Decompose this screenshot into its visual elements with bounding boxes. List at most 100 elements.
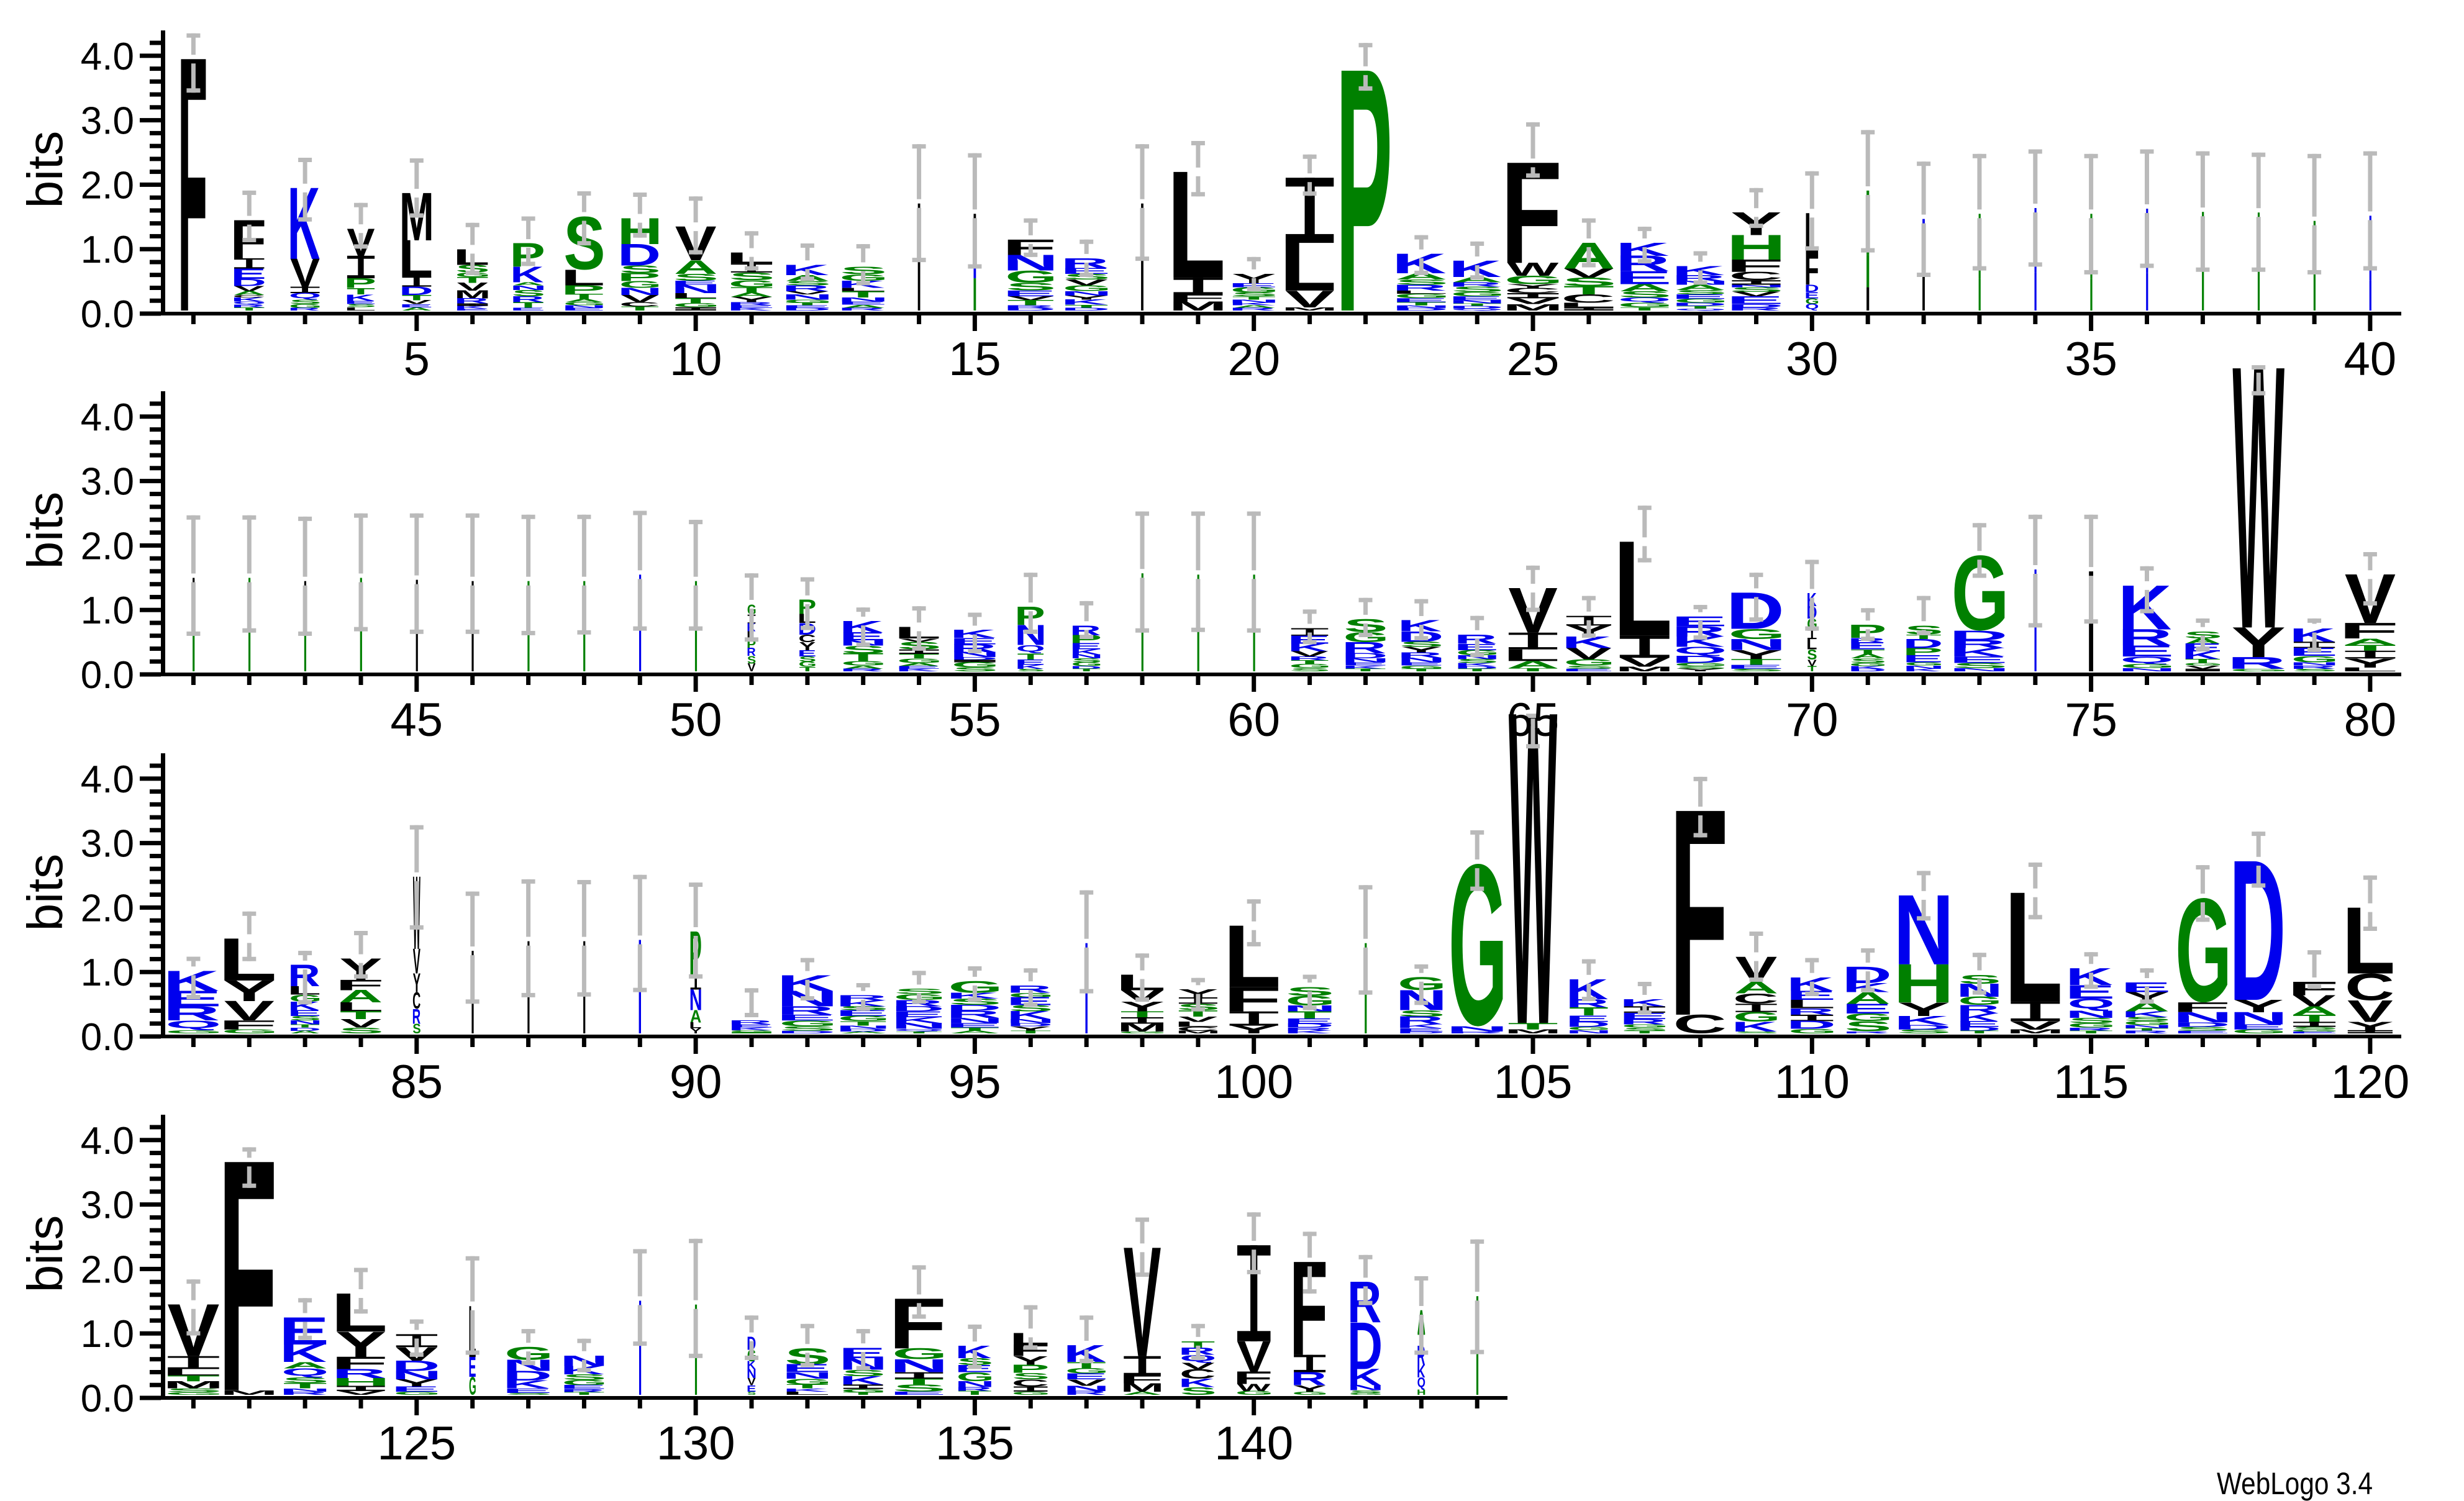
svg-text:0.0: 0.0 — [81, 293, 134, 336]
svg-text:C: C — [232, 294, 266, 299]
svg-text:K: K — [1848, 666, 1885, 670]
svg-text:T: T — [1181, 1340, 1216, 1350]
svg-text:T: T — [898, 653, 939, 660]
svg-text:N: N — [835, 1025, 891, 1030]
svg-text:M: M — [1117, 1022, 1168, 1034]
svg-text:C: C — [1180, 1366, 1216, 1382]
svg-text:G: G — [841, 660, 886, 666]
svg-text:G: G — [2183, 662, 2223, 666]
svg-text:N: N — [2117, 667, 2176, 672]
svg-text:N: N — [288, 1019, 322, 1025]
svg-text:T: T — [1620, 306, 1670, 311]
svg-text:S: S — [1562, 275, 1617, 288]
svg-text:K: K — [1454, 662, 1496, 667]
svg-text:G: G — [729, 1030, 775, 1033]
svg-text:S: S — [1457, 658, 1499, 664]
svg-text:85: 85 — [391, 1056, 443, 1109]
svg-text:T: T — [843, 1392, 884, 1396]
svg-text:E: E — [1565, 1014, 1611, 1024]
svg-text:P: P — [1010, 1363, 1050, 1375]
svg-text:V: V — [2010, 1018, 2060, 1032]
svg-text:R: R — [1392, 283, 1447, 292]
svg-text:R: R — [2118, 625, 2173, 651]
svg-text:K: K — [1894, 1013, 1949, 1028]
svg-text:5: 5 — [404, 333, 430, 386]
svg-text:0.0: 0.0 — [81, 1016, 134, 1059]
svg-text:R: R — [454, 297, 489, 305]
svg-text:E: E — [726, 304, 775, 309]
svg-text:N: N — [2289, 661, 2339, 666]
svg-text:S: S — [1016, 668, 1045, 673]
svg-text:T: T — [565, 292, 604, 301]
svg-text:R: R — [1288, 655, 1330, 661]
svg-text:E: E — [288, 1009, 322, 1018]
svg-text:60: 60 — [1227, 694, 1280, 746]
svg-text:R: R — [1342, 639, 1387, 657]
svg-text:T: T — [234, 306, 265, 311]
svg-text:Y: Y — [1013, 1353, 1048, 1368]
svg-text:M: M — [2006, 1028, 2065, 1035]
svg-text:K: K — [1396, 1023, 1443, 1029]
svg-text:E: E — [2229, 1023, 2286, 1032]
svg-text:M: M — [1169, 299, 1227, 314]
svg-text:V: V — [413, 941, 421, 982]
svg-text:bits: bits — [17, 1215, 73, 1293]
svg-text:F: F — [1725, 256, 1784, 276]
svg-text:M: M — [1502, 302, 1563, 312]
svg-text:C: C — [799, 633, 816, 645]
svg-text:N: N — [279, 1387, 331, 1392]
svg-text:D: D — [1957, 1026, 2001, 1032]
svg-text:2.0: 2.0 — [81, 164, 134, 207]
svg-text:G: G — [1729, 626, 1786, 642]
svg-text:140: 140 — [1214, 1417, 1293, 1470]
svg-text:E: E — [1725, 664, 1784, 670]
svg-text:E: E — [1448, 295, 1504, 301]
svg-text:A: A — [1452, 276, 1502, 284]
svg-text:G: G — [1958, 994, 2003, 1007]
svg-text:K: K — [1903, 668, 1942, 673]
svg-text:Q: Q — [2068, 996, 2115, 1012]
svg-text:P: P — [344, 276, 376, 291]
svg-text:S: S — [799, 655, 816, 663]
svg-text:V: V — [1619, 655, 1670, 670]
svg-text:Y: Y — [1506, 283, 1560, 289]
svg-text:S: S — [747, 1391, 756, 1396]
svg-text:S: S — [842, 643, 886, 656]
svg-text:D: D — [776, 1030, 836, 1035]
svg-text:N: N — [1565, 1029, 1612, 1034]
svg-text:S: S — [562, 1372, 606, 1382]
svg-text:T: T — [290, 1023, 320, 1028]
svg-text:S: S — [952, 666, 998, 673]
svg-text:L: L — [1223, 907, 1281, 1006]
svg-text:S: S — [1734, 1031, 1780, 1034]
svg-text:N: N — [1347, 1384, 1384, 1392]
svg-text:R: R — [2121, 1030, 2169, 1035]
svg-text:D: D — [288, 1027, 321, 1032]
svg-text:E: E — [561, 307, 606, 312]
svg-text:bits: bits — [17, 492, 73, 569]
svg-text:S: S — [412, 1022, 421, 1036]
svg-text:A: A — [339, 987, 383, 1007]
svg-text:110: 110 — [1775, 1056, 1850, 1109]
svg-text:35: 35 — [2065, 333, 2117, 386]
svg-text:S: S — [2292, 668, 2338, 673]
svg-text:20: 20 — [1227, 333, 1280, 386]
svg-text:L: L — [1174, 1020, 1220, 1028]
svg-text:E: E — [2288, 1031, 2339, 1034]
svg-text:R: R — [1283, 1027, 1332, 1032]
svg-text:Y: Y — [395, 1377, 439, 1389]
svg-text:G: G — [1450, 291, 1505, 297]
svg-text:P: P — [617, 271, 661, 283]
svg-text:V: V — [337, 1390, 386, 1396]
svg-text:R: R — [231, 304, 265, 308]
svg-text:G: G — [1568, 1026, 1612, 1031]
svg-text:S: S — [505, 1392, 552, 1395]
svg-text:R: R — [776, 1004, 834, 1017]
svg-text:C: C — [1012, 1377, 1049, 1389]
svg-text:S: S — [1006, 281, 1056, 293]
svg-text:R: R — [163, 1002, 220, 1025]
svg-text:L: L — [1806, 636, 1817, 653]
svg-text:Y: Y — [2347, 1019, 2394, 1033]
svg-text:S: S — [1618, 289, 1671, 299]
svg-text:S: S — [2176, 1026, 2230, 1032]
